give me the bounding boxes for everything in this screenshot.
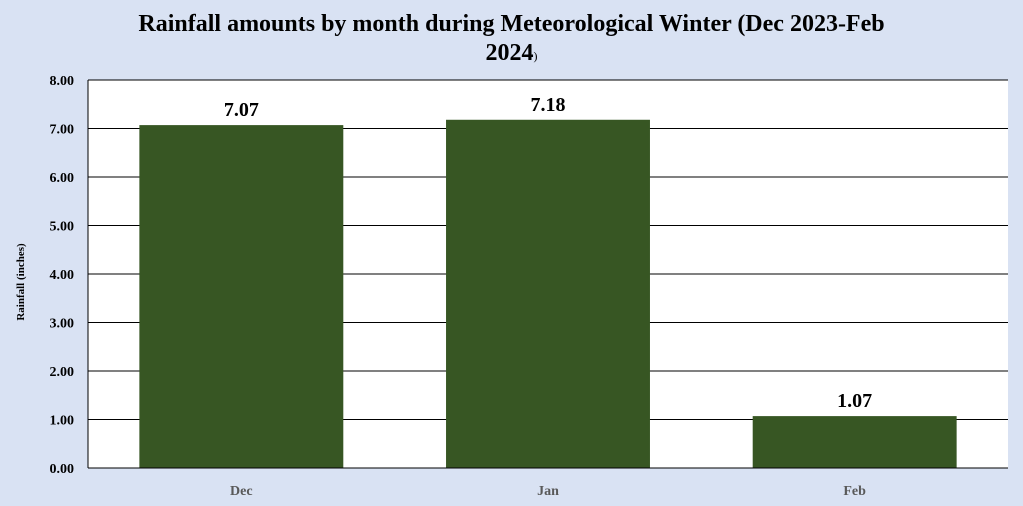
chart-title-paren: ) — [533, 49, 538, 63]
y-tick-label: 2.00 — [50, 365, 75, 380]
y-tick-label: 0.00 — [50, 462, 75, 477]
y-tick-label: 5.00 — [50, 220, 75, 235]
y-tick-label: 8.00 — [50, 74, 75, 89]
x-tick-label-feb: Feb — [843, 484, 866, 499]
bar-feb — [752, 416, 957, 468]
chart-title: Rainfall amounts by month during Meteoro… — [0, 10, 1023, 71]
x-tick-label-jan: Jan — [537, 484, 559, 499]
bar-jan — [446, 119, 650, 469]
chart-title-line2: 2024 — [485, 40, 534, 66]
data-label-jan: 7.18 — [531, 94, 566, 116]
y-tick-label: 6.00 — [50, 171, 75, 186]
chart-title-line1: Rainfall amounts by month during Meteoro… — [138, 11, 885, 37]
y-tick-label: 7.00 — [50, 123, 75, 138]
y-tick-label: 3.00 — [50, 317, 75, 332]
x-tick-label-dec: Dec — [230, 484, 253, 499]
axes: 0.00 1.00 2.00 3.00 4.00 5.00 6.00 7.00 8.00 Dec J… — [50, 74, 1008, 499]
y-tick-label: 4.00 — [50, 268, 75, 283]
data-label-dec: 7.07 — [224, 99, 259, 121]
bars: 7.07 7.18 1.07 — [139, 94, 957, 469]
y-axis-title: Rainfall (inches) — [15, 243, 27, 321]
bar-dec — [139, 125, 344, 468]
y-tick-label: 1.00 — [50, 414, 75, 429]
data-label-feb: 1.07 — [837, 390, 872, 412]
